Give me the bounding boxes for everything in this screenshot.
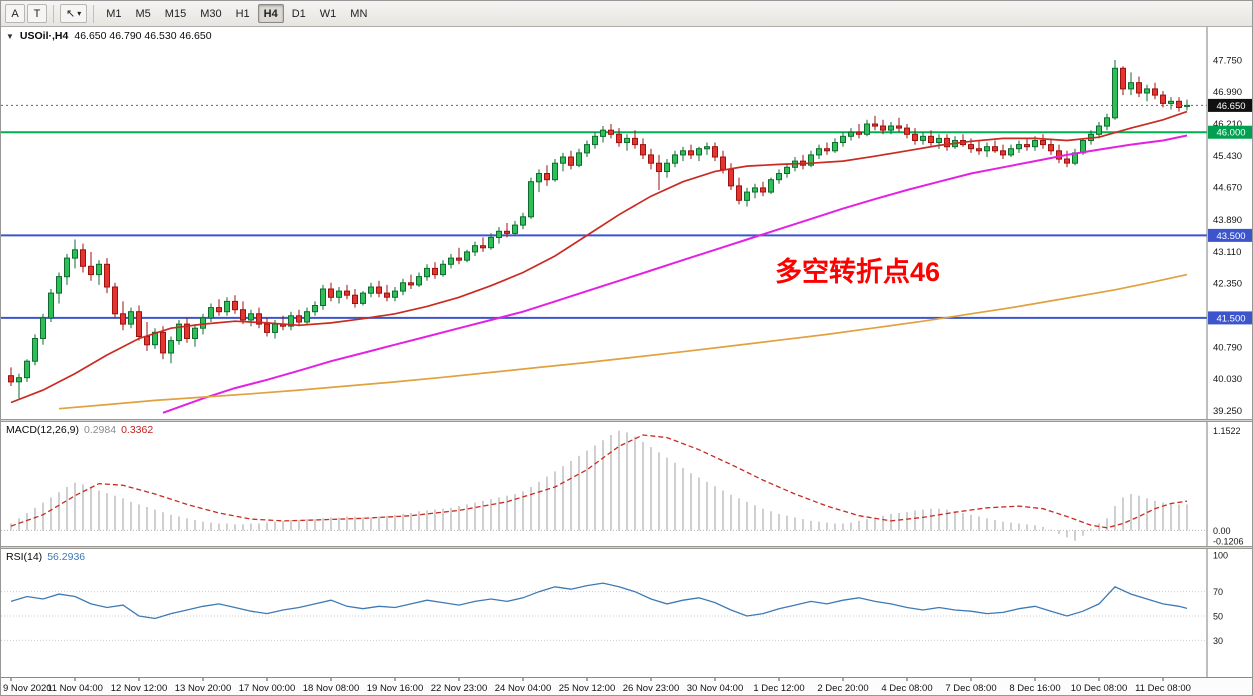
time-tick-label: 18 Nov 08:00 — [303, 683, 360, 694]
support-line-41500-badge-label: 41.500 — [1216, 313, 1245, 324]
pane-divider[interactable] — [1, 546, 1252, 549]
time-tick-label: 30 Nov 04:00 — [687, 683, 744, 694]
timeframe-button-h4[interactable]: H4 — [257, 4, 284, 23]
toolbar-button-t[interactable]: T — [27, 4, 47, 23]
current-price-line-badge — [1208, 98, 1252, 112]
time-tick-label: 11 Dec 08:00 — [1135, 683, 1191, 694]
time-tick-label: 13 Nov 20:00 — [175, 683, 232, 694]
rsi-canvas[interactable]: 100 70 50 30 — [1, 549, 1253, 677]
current-price-line-badge-label: 46.650 — [1216, 101, 1245, 112]
ma-fast-red — [10, 110, 1188, 404]
time-tick-label: 11 Nov 04:00 — [47, 683, 103, 694]
timeframe-button-m1[interactable]: M1 — [106, 7, 122, 20]
time-tick-label: 8 Dec 16:00 — [1009, 683, 1060, 694]
macd-histogram — [10, 430, 1188, 541]
timeframe-button-m15[interactable]: M15 — [164, 7, 187, 20]
support-line-41500-badge — [1208, 311, 1252, 325]
timeframe-button-d1[interactable]: D1 — [291, 7, 306, 20]
time-tick-label: 2 Dec 20:00 — [817, 683, 868, 694]
timeframe-switcher: M1 M5 M15 M30 H1 H4 D1 W1 MN — [99, 4, 374, 23]
support-line-43500-badge — [1208, 228, 1252, 242]
resistance-line-46000-badge-label: 46.000 — [1216, 128, 1245, 139]
time-tick-label: 17 Nov 00:00 — [239, 683, 296, 694]
time-tick-label: 9 Nov 2020 — [3, 683, 52, 694]
toolbar-divider — [53, 4, 54, 23]
macd-tick-label: 0.00 — [1213, 526, 1231, 536]
toolbar-divider — [93, 4, 95, 23]
time-tick-label: 22 Nov 23:00 — [431, 683, 488, 694]
ma-mid-magenta — [162, 134, 1188, 414]
macd-tick-label: -0.1206 — [1213, 536, 1244, 546]
rsi-tick-label: 50 — [1213, 612, 1223, 622]
timeframe-button-m30[interactable]: M30 — [200, 7, 222, 20]
support-line-43500-badge-label: 43.500 — [1216, 231, 1245, 242]
resistance-line-46000-badge — [1208, 125, 1252, 139]
time-tick-label: 10 Dec 08:00 — [1071, 683, 1128, 694]
time-tick-label: 12 Nov 12:00 — [111, 683, 168, 694]
rsi-tick-label: 30 — [1213, 636, 1223, 646]
price-tick-label: 47.750 — [1213, 56, 1242, 67]
price-tick-label: 39.250 — [1213, 406, 1242, 417]
ma-slow-orange — [58, 273, 1188, 410]
time-tick-label: 26 Nov 23:00 — [623, 683, 680, 694]
price-tick-label: 43.110 — [1213, 247, 1241, 258]
price-chart-pane: 多空转折点46 47.750 46.990 46.210 45.430 44.670 43.… — [1, 27, 1253, 419]
time-tick-label: 7 Dec 08:00 — [945, 683, 996, 694]
pane-divider[interactable] — [1, 419, 1252, 422]
rsi-indicator-pane: 100 70 50 30 RSI(14) 56.2936 — [1, 549, 1253, 677]
rsi-tick-label: 70 — [1213, 587, 1223, 597]
time-tick-label: 4 Dec 08:00 — [881, 683, 932, 694]
price-tick-label: 45.430 — [1213, 151, 1242, 162]
macd-tick-label: 1.1522 — [1213, 426, 1241, 436]
rsi-tick-label: 100 — [1213, 551, 1228, 561]
time-axis[interactable]: 9 Nov 2020 11 Nov 04:00 12 Nov 12:00 13 Nov… — [1, 677, 1252, 695]
time-tick-label: 1 Dec 12:00 — [753, 683, 804, 694]
time-tick-label: 25 Nov 12:00 — [559, 683, 616, 694]
time-tick-label: 19 Nov 16:00 — [367, 683, 424, 694]
price-tick-label: 46.210 — [1213, 119, 1242, 130]
cursor-icon: ↖ — [66, 8, 76, 20]
candles-group — [8, 60, 1190, 399]
price-tick-label: 43.890 — [1213, 215, 1242, 226]
cursor-tool-button[interactable]: ↖ ▾ — [60, 4, 88, 23]
macd-canvas[interactable]: 1.1522 0.00-0.1206 — [1, 422, 1253, 546]
macd-signal-line — [10, 434, 1188, 529]
timeframe-button-h1[interactable]: H1 — [235, 7, 250, 20]
time-tick-label: 24 Nov 04:00 — [495, 683, 552, 694]
main-chart-canvas[interactable]: 多空转折点46 47.750 46.990 46.210 45.430 44.670 43.… — [1, 27, 1253, 419]
price-tick-label: 44.670 — [1213, 183, 1242, 194]
chart-annotation-text: 多空转折点46 — [775, 256, 940, 287]
timeframe-button-mn[interactable]: MN — [350, 7, 368, 20]
price-tick-label: 42.350 — [1213, 278, 1242, 289]
price-tick-label: 40.790 — [1213, 343, 1242, 354]
price-tick-label: 46.990 — [1213, 87, 1242, 98]
timeframe-button-m5[interactable]: M5 — [135, 7, 151, 20]
macd-indicator-pane: 1.1522 0.00 -0.1206 MACD(12,26,9) 0.2984 0.3… — [1, 422, 1253, 546]
caret-down-icon: ▾ — [77, 9, 82, 18]
collapse-caret-icon[interactable]: ▼ — [6, 31, 14, 41]
toolbar-button-a[interactable]: A — [5, 4, 25, 23]
rsi-line — [10, 582, 1188, 620]
timeframe-button-w1[interactable]: W1 — [319, 7, 337, 20]
price-tick-label: 40.030 — [1213, 374, 1242, 385]
